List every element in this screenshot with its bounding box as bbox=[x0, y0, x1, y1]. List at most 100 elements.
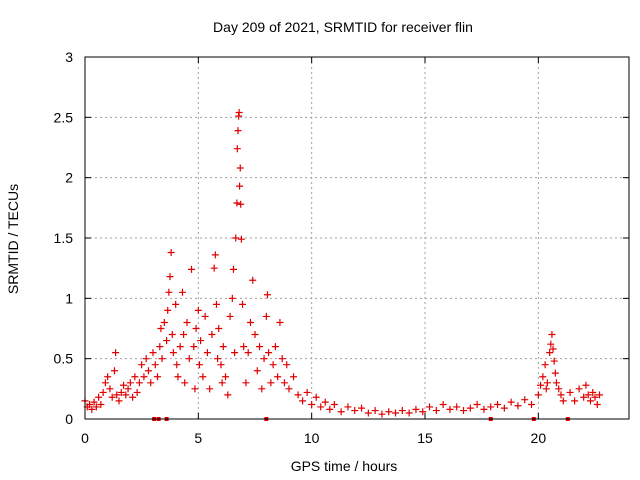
data-point bbox=[218, 379, 226, 387]
data-point bbox=[260, 355, 268, 363]
data-point bbox=[181, 379, 189, 387]
data-point bbox=[271, 343, 279, 351]
data-point bbox=[473, 401, 481, 409]
data-point bbox=[129, 393, 137, 401]
data-point bbox=[236, 164, 244, 172]
y-tick-label: 2 bbox=[65, 170, 73, 186]
data-point bbox=[191, 385, 199, 393]
data-point bbox=[593, 401, 601, 409]
data-point bbox=[172, 300, 180, 308]
data-point bbox=[580, 393, 588, 401]
data-point bbox=[555, 385, 563, 393]
data-point bbox=[217, 361, 225, 369]
data-point bbox=[596, 391, 604, 399]
data-point bbox=[487, 403, 495, 411]
data-point bbox=[258, 385, 266, 393]
data-point bbox=[446, 405, 454, 413]
grid-lines bbox=[85, 57, 629, 419]
data-point bbox=[385, 408, 393, 416]
data-point bbox=[426, 403, 434, 411]
data-point bbox=[92, 403, 100, 411]
data-point bbox=[229, 265, 237, 273]
data-point bbox=[190, 343, 198, 351]
y-tick-label: 2.5 bbox=[54, 109, 74, 125]
data-point bbox=[405, 409, 413, 417]
data-point bbox=[571, 397, 579, 405]
data-point bbox=[165, 288, 173, 296]
data-point bbox=[460, 407, 468, 415]
data-point bbox=[494, 401, 502, 409]
data-point bbox=[211, 251, 219, 259]
data-point bbox=[228, 294, 236, 302]
y-tick-label: 1.5 bbox=[54, 230, 74, 246]
data-point bbox=[290, 373, 298, 381]
data-point bbox=[185, 355, 193, 363]
data-point bbox=[101, 379, 109, 387]
data-point bbox=[276, 318, 284, 326]
data-point bbox=[163, 337, 171, 345]
data-point bbox=[164, 306, 172, 314]
data-point bbox=[212, 300, 220, 308]
data-point bbox=[566, 388, 574, 396]
data-point bbox=[180, 331, 188, 339]
data-point bbox=[199, 373, 207, 381]
data-point bbox=[97, 401, 105, 409]
data-point bbox=[326, 405, 334, 413]
axis-ticks: 0 0.5 1 1.5 2 2.5 3 0 5 10 15 20 bbox=[54, 49, 629, 446]
x-tick-label: 20 bbox=[531, 430, 547, 446]
data-point bbox=[358, 404, 366, 412]
data-point bbox=[233, 145, 241, 153]
data-point bbox=[110, 367, 118, 375]
data-point bbox=[317, 403, 325, 411]
data-point bbox=[378, 410, 386, 418]
data-point bbox=[253, 367, 261, 375]
y-axis-label: SRMTID / TECUs bbox=[5, 184, 21, 294]
data-point bbox=[575, 385, 583, 393]
chart-title: Day 209 of 2021, SRMTID for receiver fli… bbox=[213, 19, 473, 35]
data-point bbox=[95, 393, 103, 401]
data-point bbox=[392, 409, 400, 417]
data-point bbox=[265, 349, 273, 357]
data-point bbox=[138, 361, 146, 369]
data-point bbox=[108, 393, 116, 401]
data-point bbox=[147, 379, 155, 387]
data-point bbox=[542, 385, 550, 393]
data-point bbox=[280, 379, 288, 387]
y-tick-label: 3 bbox=[65, 49, 73, 65]
data-point bbox=[337, 408, 345, 416]
data-point bbox=[551, 369, 559, 377]
data-point bbox=[222, 373, 230, 381]
data-point bbox=[480, 405, 488, 413]
data-point bbox=[188, 265, 196, 273]
data-point bbox=[151, 361, 159, 369]
data-point bbox=[278, 355, 286, 363]
data-point bbox=[173, 361, 181, 369]
data-point bbox=[122, 391, 130, 399]
data-point bbox=[557, 391, 565, 399]
data-point bbox=[242, 379, 250, 387]
data-point bbox=[274, 373, 282, 381]
data-point bbox=[158, 355, 166, 363]
data-point bbox=[552, 379, 560, 387]
data-point bbox=[548, 331, 556, 339]
data-point bbox=[133, 388, 141, 396]
data-point bbox=[351, 407, 359, 415]
data-point bbox=[543, 379, 551, 387]
data-point bbox=[541, 361, 549, 369]
data-point bbox=[453, 403, 461, 411]
data-point bbox=[166, 273, 174, 281]
data-point bbox=[112, 349, 120, 357]
data-point bbox=[208, 331, 216, 339]
data-point bbox=[154, 373, 162, 381]
data-point bbox=[547, 340, 555, 348]
data-point bbox=[330, 401, 338, 409]
data-point bbox=[550, 357, 558, 365]
data-point bbox=[244, 349, 252, 357]
data-point bbox=[140, 373, 148, 381]
data-point bbox=[546, 349, 554, 357]
data-point bbox=[249, 276, 257, 284]
data-point bbox=[86, 401, 94, 409]
data-point bbox=[263, 291, 271, 299]
data-point bbox=[240, 343, 248, 351]
